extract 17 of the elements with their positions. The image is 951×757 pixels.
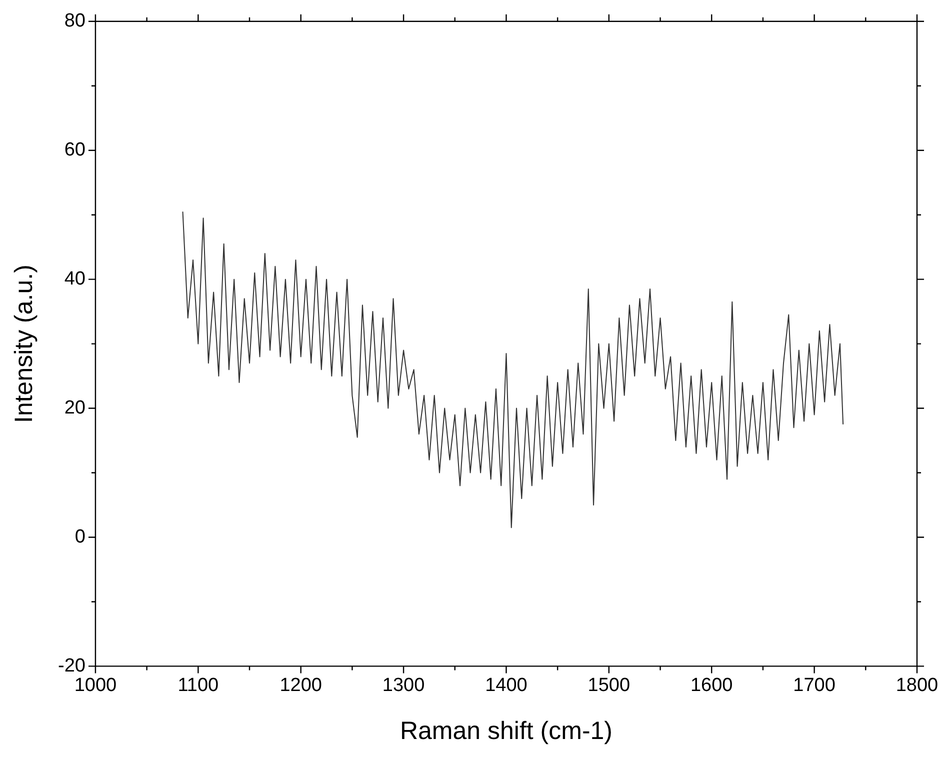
x-tick-label: 1800 [896, 674, 938, 696]
x-tick-label: 1700 [793, 674, 836, 696]
x-tick-label: 1400 [485, 674, 528, 696]
x-tick-label: 1100 [178, 674, 219, 696]
x-tick-label: 1000 [74, 674, 117, 696]
y-axis-title: Intensity (a.u.) [10, 264, 38, 424]
y-tick-label: 60 [64, 140, 86, 161]
y-tick-label: 40 [64, 268, 86, 290]
x-axis-title: Raman shift (cm-1) [400, 716, 613, 745]
x-tick-label: 1500 [588, 674, 630, 696]
y-tick-label: -20 [58, 655, 86, 676]
x-tick-label: 1200 [280, 674, 322, 696]
x-tick-label: 1300 [382, 674, 425, 696]
y-tick-label: 20 [64, 398, 86, 419]
y-tick-label: 0 [74, 526, 86, 548]
x-tick-label: 1600 [690, 674, 733, 696]
y-tick-label: 80 [64, 10, 86, 32]
